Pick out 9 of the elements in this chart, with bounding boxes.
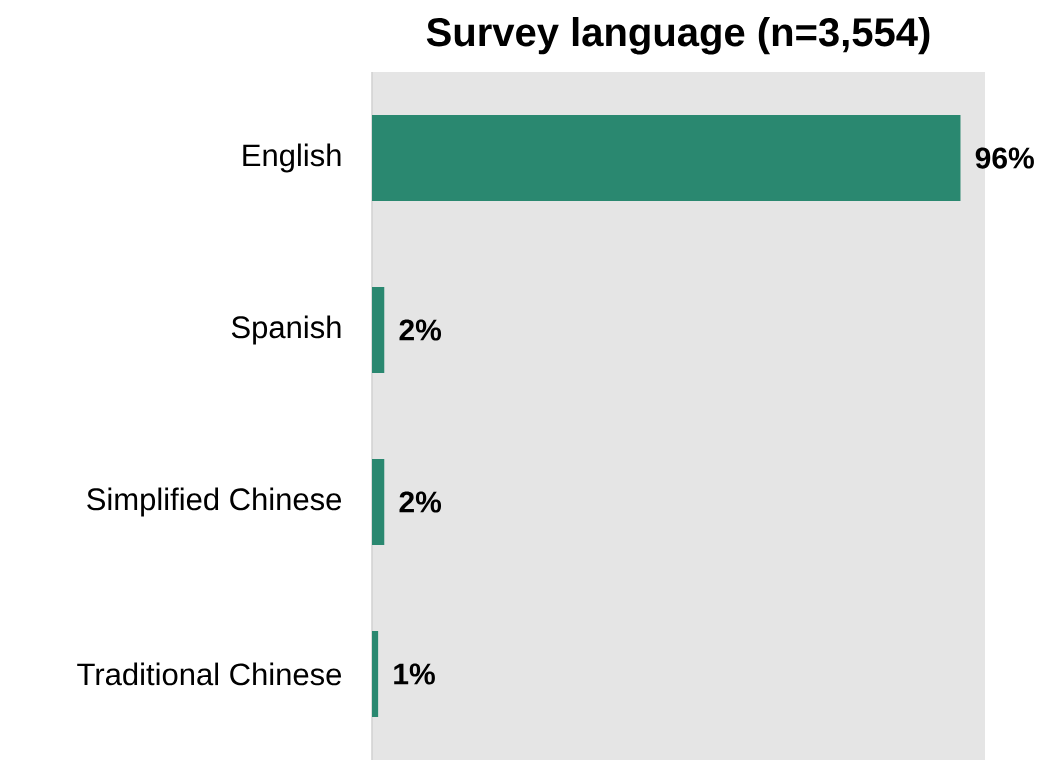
y-tick-label: Traditional Chinese (77, 662, 342, 686)
data-label: 2% (399, 319, 442, 341)
chart-title: Survey language (n=3,554) (426, 17, 930, 55)
y-tick-label: Spanish (231, 315, 341, 345)
data-label: 2% (399, 491, 442, 513)
y-tick-label: English (243, 143, 341, 173)
y-tick-label: Simplified Chinese (87, 487, 342, 517)
data-label: 96% (975, 147, 1034, 169)
data-label: 1% (394, 663, 435, 685)
